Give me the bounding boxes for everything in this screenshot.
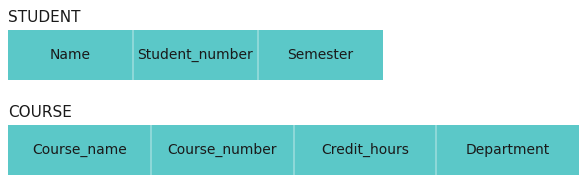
FancyBboxPatch shape [8,30,383,80]
FancyBboxPatch shape [435,125,437,175]
FancyBboxPatch shape [292,125,295,175]
Text: Department: Department [465,143,550,157]
Text: COURSE: COURSE [8,105,72,120]
Text: Semester: Semester [288,48,353,62]
FancyBboxPatch shape [257,30,259,80]
FancyBboxPatch shape [132,30,134,80]
FancyBboxPatch shape [8,125,579,175]
Text: STUDENT: STUDENT [8,10,80,25]
Text: Credit_hours: Credit_hours [321,143,409,157]
Text: Course_number: Course_number [167,143,277,157]
Text: Name: Name [50,48,91,62]
Text: Student_number: Student_number [137,48,254,62]
Text: Course_name: Course_name [32,143,127,157]
FancyBboxPatch shape [150,125,152,175]
